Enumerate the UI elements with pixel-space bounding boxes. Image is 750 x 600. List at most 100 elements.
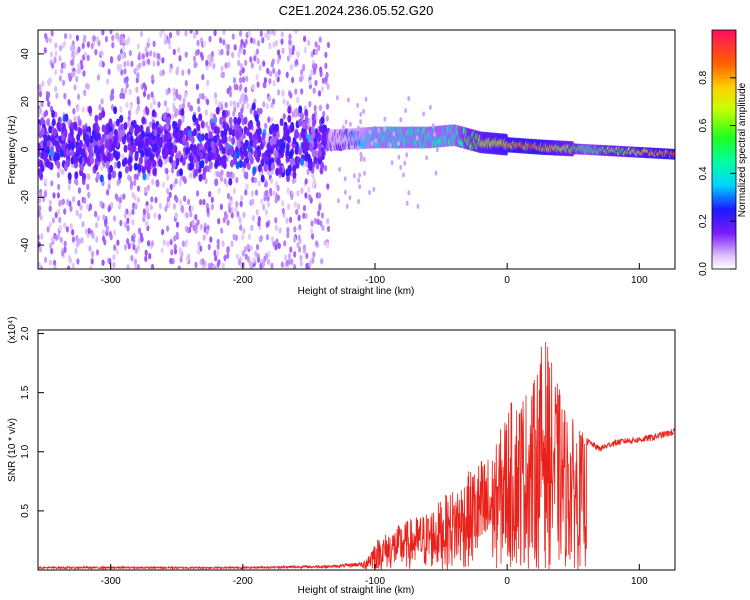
spectrogram-cell <box>149 152 154 161</box>
spectrogram-cell <box>219 37 223 44</box>
spectrogram-cell <box>175 196 179 203</box>
spectrogram-cell <box>121 136 126 145</box>
spectrogram-cell <box>219 203 223 210</box>
spectrogram-cell <box>189 155 194 164</box>
spectrogram-cell <box>57 183 61 191</box>
spectrogram-cell <box>178 55 182 62</box>
spectrogram-cell <box>364 96 368 102</box>
spectrogram-cell <box>215 126 220 135</box>
spectrogram-cell <box>343 176 347 182</box>
spectrogram-cell <box>241 76 246 83</box>
spectrogram-cell <box>184 51 188 58</box>
spectrogram-cell <box>285 217 289 224</box>
spectrogram-cell <box>399 117 403 123</box>
spectrogram-cell <box>141 130 145 139</box>
spectrogram-cell <box>270 116 274 123</box>
spectrogram-cell <box>206 79 210 87</box>
spectrogram-cell <box>109 94 113 102</box>
spectrogram-cell <box>38 84 42 91</box>
spectrogram-cell <box>51 110 56 118</box>
spectrogram-cell <box>75 149 80 158</box>
spectrogram-cell <box>113 244 117 251</box>
spectrogram-cell <box>134 137 139 146</box>
spectrogram-cell <box>232 110 236 117</box>
spectrogram-cell <box>167 131 171 140</box>
spectrogram-cell <box>228 85 232 93</box>
spectrogram-cell <box>58 200 62 207</box>
spectrogram-cell <box>228 127 233 136</box>
spectrogram-cell <box>81 148 86 157</box>
spectrogram-cell <box>298 224 302 231</box>
spectrogram-cell <box>357 177 360 183</box>
spectrogram-cell <box>77 93 81 101</box>
spectrogram-cell <box>196 48 200 56</box>
spectrogram-cell <box>226 148 231 157</box>
spectrogram-cell <box>388 142 392 148</box>
spectrogram-cell <box>209 262 214 269</box>
spectrogram-cell <box>203 260 207 267</box>
spectrogram-cell <box>146 212 150 219</box>
spectrogram-cell <box>58 167 62 174</box>
spectrogram-cell <box>266 195 270 202</box>
spectrogram-cell <box>274 149 279 158</box>
spectrogram-cell <box>325 115 329 122</box>
spectrogram-cell <box>158 158 163 167</box>
spectrogram-cell <box>226 171 230 178</box>
spectrogram-cell <box>231 172 235 179</box>
spectrogram-cell <box>313 104 317 112</box>
spectrogram-cell <box>249 56 253 63</box>
spectrogram-cell <box>403 160 407 166</box>
spectrogram-cell <box>247 30 251 37</box>
spectrogram-cell <box>38 123 41 132</box>
spectrogram-cell <box>202 166 207 175</box>
spectrogram-cell <box>54 211 58 219</box>
spectrogram-cell <box>161 57 165 64</box>
spectrogram-cell <box>239 69 243 77</box>
spectrogram-cell <box>402 172 405 178</box>
spectrogram-cell <box>272 130 277 139</box>
spectrogram-cell <box>111 88 115 95</box>
spectrogram-cell <box>98 61 102 68</box>
spectrogram-cell <box>356 145 359 151</box>
spectrogram-cell <box>118 54 122 61</box>
spectrogram-cell <box>226 246 230 253</box>
spectrogram-cell <box>114 193 118 200</box>
spectrogram-cell <box>254 250 258 257</box>
spectrogram-cell <box>267 95 271 102</box>
spectrogram-cell <box>257 164 262 173</box>
snr-y-label: SNR (10 * v/v) <box>7 418 18 482</box>
spectrogram-cell <box>168 43 172 50</box>
spectrogram-cell <box>77 62 81 70</box>
snr-frame <box>37 329 676 571</box>
spectrogram-cell <box>185 141 190 150</box>
spectrogram-cell <box>240 38 244 46</box>
spectrogram-cell <box>214 92 218 99</box>
spectrogram-cell <box>159 70 163 77</box>
spectrogram-cell <box>240 113 244 121</box>
spectrogram-cell <box>249 37 254 44</box>
spectrogram-cell <box>178 179 182 187</box>
spectrogram-cell <box>288 47 293 55</box>
spectrogram-cell <box>383 116 387 122</box>
spectrogram-cell <box>236 211 240 218</box>
spectrogram-cell <box>67 142 72 151</box>
spectrogram-cell <box>63 62 67 69</box>
spectrogram-cell <box>117 203 122 210</box>
spectrogram-cell <box>310 220 314 227</box>
spectrogram-cell <box>256 81 260 88</box>
spectrogram-cell <box>294 30 298 34</box>
spectrogram-cell <box>126 120 130 127</box>
spectrogram-cell <box>153 144 158 153</box>
spectrogram-cell <box>241 234 245 241</box>
spectrogram-cell <box>299 260 303 267</box>
spectrogram-cell <box>307 39 311 46</box>
spectrogram-cell <box>109 57 114 64</box>
spectrogram-cell <box>221 71 225 79</box>
spectrogram-cell <box>163 151 168 160</box>
spectrogram-cell <box>114 161 118 168</box>
spectrogram-cell <box>274 217 278 224</box>
spectrogram-cell <box>99 200 103 207</box>
spectrogram-cell <box>63 129 68 138</box>
spectrogram-y-label: Frequency (Hz) <box>7 116 18 185</box>
spectrogram-cell <box>119 219 123 227</box>
